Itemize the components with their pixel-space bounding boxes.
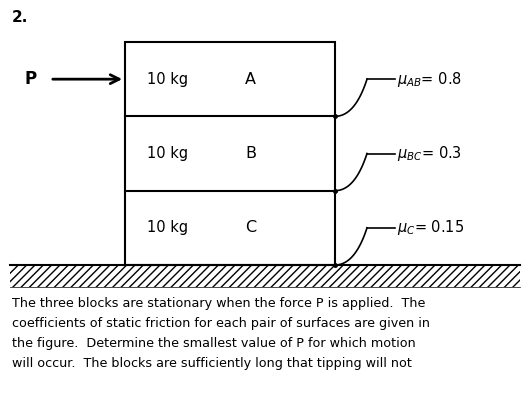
- Text: P: P: [25, 70, 37, 88]
- Text: 10 kg: 10 kg: [147, 220, 188, 235]
- Text: coefficients of static friction for each pair of surfaces are given in: coefficients of static friction for each…: [12, 317, 430, 330]
- Text: 10 kg: 10 kg: [147, 146, 188, 161]
- Text: B: B: [245, 146, 256, 161]
- Text: the figure.  Determine the smallest value of P for which motion: the figure. Determine the smallest value…: [12, 337, 416, 350]
- Text: C: C: [245, 220, 256, 235]
- Bar: [10, 265, 520, 287]
- Bar: [125, 42, 335, 265]
- Text: $\mu_{AB}$= 0.8: $\mu_{AB}$= 0.8: [397, 70, 462, 89]
- Text: 10 kg: 10 kg: [147, 72, 188, 87]
- Text: The three blocks are stationary when the force P is applied.  The: The three blocks are stationary when the…: [12, 297, 426, 310]
- Text: $\mu_C$= 0.15: $\mu_C$= 0.15: [397, 218, 464, 237]
- Text: 2.: 2.: [12, 10, 29, 25]
- Text: A: A: [245, 72, 256, 87]
- Text: $\mu_{BC}$= 0.3: $\mu_{BC}$= 0.3: [397, 144, 462, 163]
- Text: will occur.  The blocks are sufficiently long that tipping will not: will occur. The blocks are sufficiently …: [12, 357, 412, 370]
